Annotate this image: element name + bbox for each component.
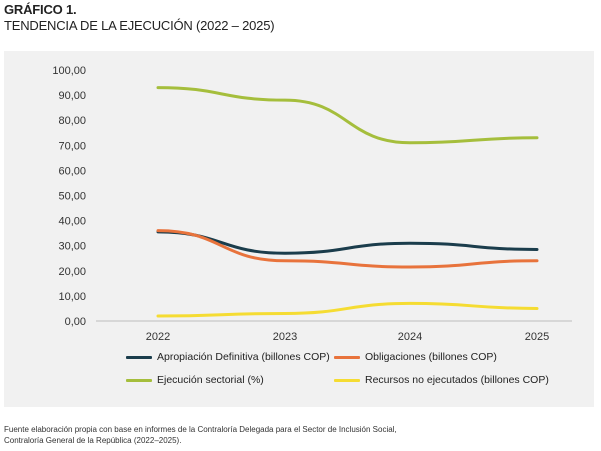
figure-label: GRÁFICO 1. [4, 2, 77, 17]
x-tick-label: 2025 [525, 331, 549, 343]
legend-swatch [126, 355, 152, 359]
x-tick-label: 2023 [273, 331, 297, 343]
legend-label: Apropiación Definitiva (billones COP) [157, 351, 330, 363]
legend-item: Apropiación Definitiva (billones COP) [126, 351, 330, 363]
legend-swatch [126, 378, 152, 382]
y-tick-label: 70,00 [58, 140, 86, 152]
legend-label: Ejecución sectorial (%) [157, 374, 264, 386]
series-line-2 [156, 229, 539, 269]
x-tick-label: 2022 [146, 331, 170, 343]
chart-title: TENDENCIA DE LA EJECUCIÓN (2022 – 2025) [4, 18, 275, 33]
y-tick-label: 10,00 [58, 291, 86, 303]
legend-item: Ejecución sectorial (%) [126, 374, 264, 386]
y-tick-label: 90,00 [58, 90, 86, 102]
legend-label: Recursos no ejecutados (billones COP) [365, 374, 549, 386]
series-line-4 [156, 301, 539, 318]
y-tick-label: 100,00 [52, 65, 86, 77]
legend-swatch [334, 378, 360, 382]
y-tick-label: 0,00 [65, 316, 86, 328]
y-tick-label: 80,00 [58, 115, 86, 127]
y-tick-label: 50,00 [58, 191, 86, 203]
source-note-line-2: Contraloría General de la República (202… [4, 436, 182, 445]
legend-swatch [334, 355, 360, 359]
y-tick-label: 40,00 [58, 216, 86, 228]
legend-label: Obligaciones (billones COP) [365, 351, 497, 363]
chart-heading: GRÁFICO 1. TENDENCIA DE LA EJECUCIÓN (20… [4, 2, 275, 34]
x-tick-label: 2024 [398, 331, 422, 343]
legend-item: Recursos no ejecutados (billones COP) [334, 374, 549, 386]
source-note: Fuente elaboración propia con base en in… [4, 424, 397, 446]
legend-item: Obligaciones (billones COP) [334, 351, 497, 363]
series-line-1 [156, 230, 539, 255]
y-tick-label: 60,00 [58, 165, 86, 177]
y-tick-label: 20,00 [58, 266, 86, 278]
source-note-line-1: Fuente elaboración propia con base en in… [4, 425, 397, 434]
y-tick-label: 30,00 [58, 241, 86, 253]
chart-panel [4, 51, 594, 407]
series-line-3 [156, 86, 539, 145]
